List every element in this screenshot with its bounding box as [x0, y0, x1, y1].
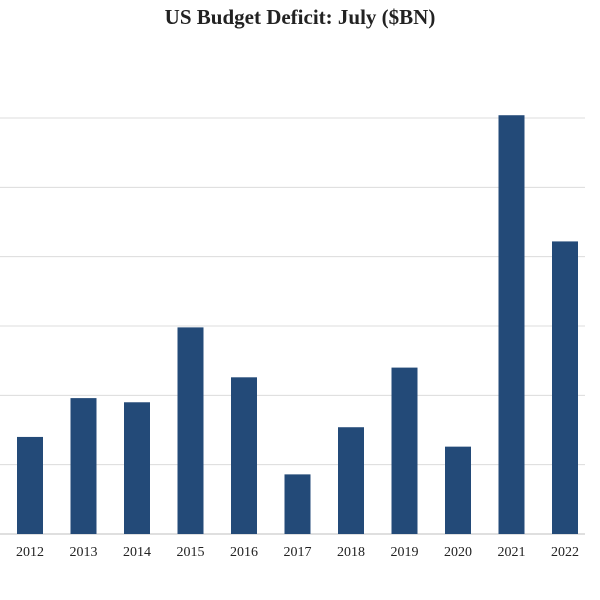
- x-tick-label: 2014: [123, 545, 151, 560]
- x-tick-label: 2019: [391, 545, 419, 560]
- x-tick-label: 2016: [230, 545, 258, 560]
- bar: [391, 367, 418, 534]
- x-tick-label: 2020: [444, 545, 472, 560]
- x-tick-label: 2012: [16, 545, 44, 560]
- bar: [338, 427, 364, 534]
- x-tick-label: 2018: [337, 545, 365, 560]
- x-tick-label: 2017: [284, 545, 312, 560]
- bar: [124, 402, 150, 534]
- bar: [284, 474, 311, 534]
- bar: [231, 377, 257, 534]
- bar: [498, 115, 525, 534]
- bar: [552, 241, 578, 534]
- x-tick-label: 2015: [177, 545, 205, 560]
- bar: [17, 436, 43, 534]
- chart-title: US Budget Deficit: July ($BN): [165, 5, 436, 29]
- bar: [70, 398, 97, 534]
- bar: [177, 327, 204, 534]
- bar: [445, 446, 471, 534]
- x-tick-label: 2013: [70, 545, 98, 560]
- x-tick-label: 2022: [551, 545, 579, 560]
- x-tick-label: 2021: [498, 545, 526, 560]
